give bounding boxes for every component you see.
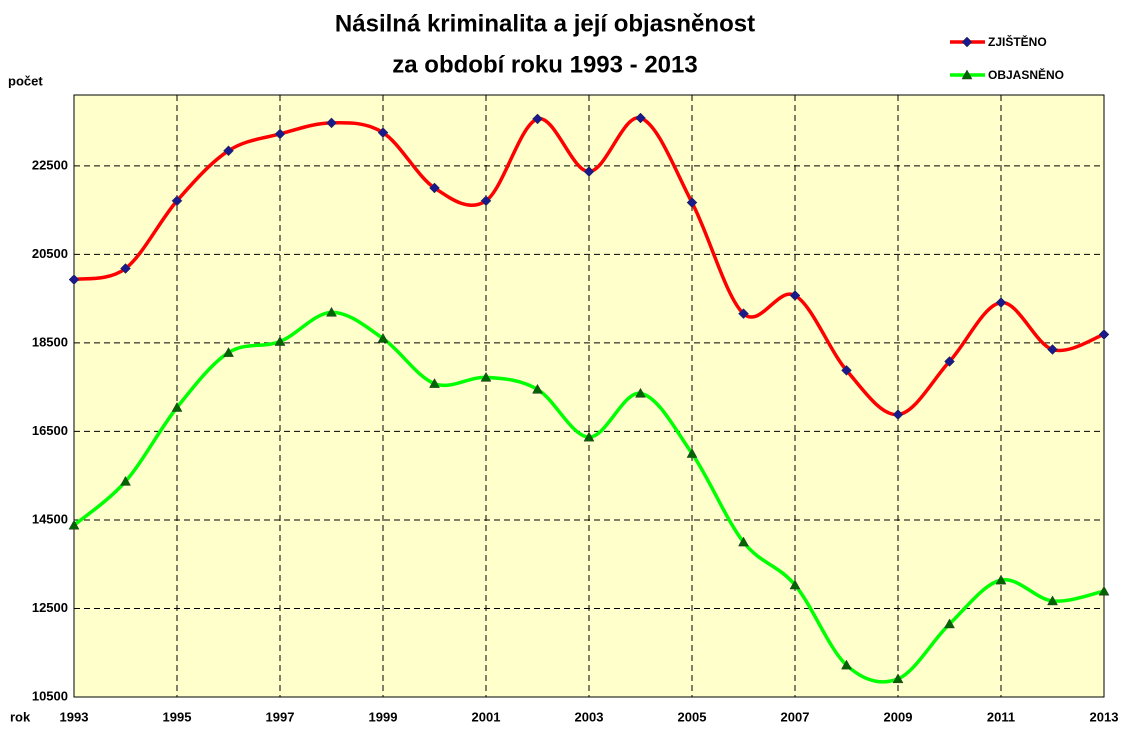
marker (841, 364, 852, 376)
marker (583, 166, 595, 177)
x-axis-label: rok (10, 709, 31, 724)
chart-title: Násilná kriminalita a její objasněnost (335, 10, 755, 37)
series-line (72, 310, 1105, 684)
marker (738, 308, 749, 320)
y-tick-label: 16500 (32, 423, 68, 438)
marker (120, 475, 131, 486)
chart-title: za období roku 1993 - 2013 (392, 51, 697, 78)
marker (1098, 329, 1110, 340)
marker (274, 336, 286, 346)
x-tick-label: 1997 (266, 709, 295, 724)
marker (944, 356, 955, 367)
marker (841, 659, 852, 670)
marker (274, 128, 286, 140)
x-tick-label: 1999 (369, 709, 398, 724)
marker (377, 127, 389, 138)
marker (377, 332, 389, 343)
x-tick-label: 2007 (781, 709, 810, 724)
x-tick-label: 1995 (163, 709, 192, 724)
x-tick-label: 2011 (987, 709, 1015, 724)
marker (789, 290, 801, 301)
x-tick-label: 2003 (575, 709, 604, 724)
marker (480, 371, 492, 382)
marker (429, 378, 440, 388)
marker (429, 182, 440, 194)
marker (892, 409, 904, 420)
plot-border (73, 94, 1105, 698)
y-tick-label: 12500 (32, 600, 68, 615)
legend-marker (961, 69, 973, 80)
legend-label: ZJIŠTĚNO (988, 34, 1047, 49)
marker (326, 306, 337, 317)
y-tick-label: 18500 (32, 334, 68, 349)
y-tick-label: 20500 (32, 246, 68, 261)
x-tick-label: 1993 (60, 709, 89, 724)
x-tick-label: 2005 (678, 709, 707, 724)
marker (68, 274, 80, 285)
y-tick-label: 22500 (32, 157, 68, 172)
marker (686, 448, 698, 458)
marker (171, 401, 183, 412)
marker (223, 347, 234, 357)
y-tick-label: 10500 (32, 688, 68, 703)
marker (120, 263, 131, 274)
marker (223, 145, 234, 157)
marker (1047, 344, 1058, 355)
x-tick-label: 2001 (472, 709, 501, 724)
marker (583, 431, 595, 442)
legend-marker (961, 36, 973, 48)
marker (68, 519, 80, 530)
marker (686, 197, 698, 208)
x-tick-label: 2009 (884, 709, 913, 724)
marker (480, 195, 492, 207)
marker (892, 673, 904, 684)
legend-label: OBJASNĚNO (988, 67, 1064, 82)
y-axis-label: počet (8, 73, 43, 88)
marker (326, 117, 337, 129)
marker (532, 113, 543, 125)
marker (995, 574, 1007, 585)
marker (789, 579, 801, 590)
marker (1047, 595, 1058, 606)
marker (738, 536, 749, 547)
marker (635, 387, 646, 398)
marker (171, 195, 183, 207)
marker (944, 618, 955, 629)
marker (1098, 585, 1110, 596)
marker (532, 383, 543, 394)
marker (635, 112, 646, 124)
series-line (73, 116, 1105, 417)
marker (995, 297, 1007, 308)
x-tick-label: 2013 (1090, 709, 1119, 724)
y-tick-label: 14500 (32, 511, 68, 526)
